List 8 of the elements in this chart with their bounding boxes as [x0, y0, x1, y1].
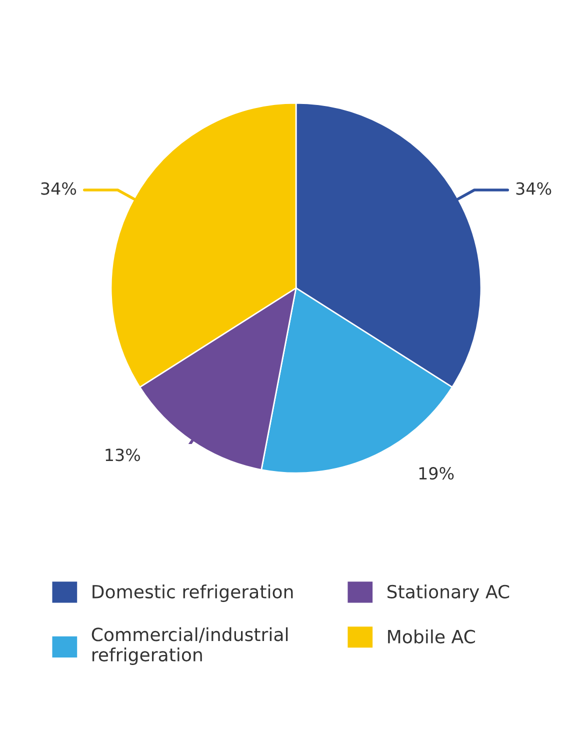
data-label: 19%: [419, 467, 454, 480]
legend-label: Mobile AC: [388, 629, 475, 644]
legend-label: Domestic refrigeration: [92, 584, 293, 602]
data-label: 13%: [106, 448, 140, 462]
data-label: 34%: [516, 182, 552, 195]
legend-label: Stationary AC: [388, 584, 510, 602]
legend-label: Commercial/industrial refrigeration: [92, 627, 288, 665]
data-label: 34%: [41, 182, 76, 195]
